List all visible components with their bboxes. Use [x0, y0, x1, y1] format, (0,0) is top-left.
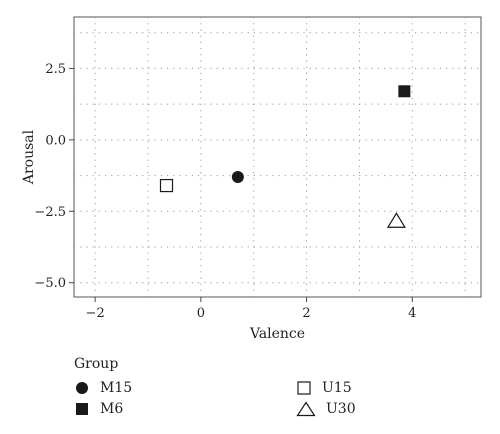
- plot-area: [73, 16, 482, 298]
- grid-lines: [74, 17, 481, 297]
- y-tick-label: −5.0: [34, 276, 66, 291]
- legend-label-m6: M6: [100, 401, 124, 417]
- y-axis-ticks: −5.0 −2.5 0.0 2.5: [34, 62, 74, 291]
- y-tick-label: 0.0: [45, 133, 66, 148]
- scatter-chart: −2 0 2 4 −5.0 −2.5 0.0 2.5 Valence Arousal: [21, 16, 482, 342]
- x-tick-label: 0: [197, 306, 205, 321]
- x-tick-label: 4: [408, 306, 416, 321]
- y-tick-label: −2.5: [34, 205, 66, 220]
- data-point-u30: [386, 212, 406, 228]
- legend-item-u30: U30: [296, 400, 356, 418]
- x-tick-label: −2: [86, 306, 105, 321]
- data-point-u15: [159, 178, 174, 193]
- legend-title: Group: [74, 356, 119, 372]
- open-triangle-icon: [296, 401, 316, 417]
- x-axis-title: Valence: [249, 326, 305, 342]
- y-tick-label: 2.5: [45, 62, 66, 77]
- open-square-icon: [297, 381, 311, 395]
- legend-item-m15: M15: [74, 379, 132, 397]
- data-point-m15: [231, 171, 244, 183]
- x-axis-ticks: −2 0 2 4: [86, 297, 416, 321]
- legend-label-u15: U15: [322, 380, 352, 396]
- data-point-m6: [398, 85, 411, 98]
- legend-item-m6: M6: [74, 400, 123, 418]
- y-axis-title: Arousal: [21, 129, 37, 185]
- legend-item-u15: U15: [296, 379, 352, 397]
- legend-label-m15: M15: [100, 380, 133, 396]
- filled-circle-icon: [76, 382, 88, 394]
- x-tick-label: 2: [302, 306, 310, 321]
- legend: Group M15 M6 U15 U30: [74, 356, 474, 426]
- filled-square-icon: [76, 403, 88, 415]
- legend-label-u30: U30: [326, 401, 356, 417]
- data-points: [159, 85, 411, 228]
